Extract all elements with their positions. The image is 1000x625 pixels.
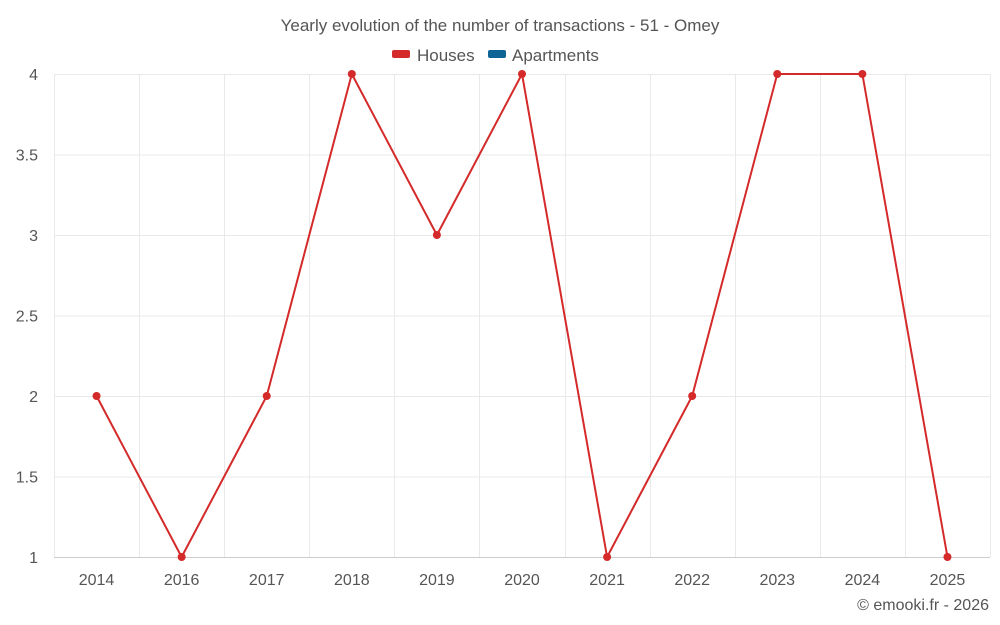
data-point-houses[interactable]	[603, 553, 612, 561]
x-tick-label: 2020	[504, 572, 540, 589]
y-tick-label: 4	[29, 67, 38, 84]
x-tick-label: 2019	[419, 572, 455, 589]
y-tick-label: 2	[29, 389, 38, 406]
credit-text: © emooki.fr - 2026	[857, 597, 989, 614]
x-axis-ticks: 2014 2016 2017 2018 2019 2020 2021 2022 2023 2024…	[79, 572, 966, 589]
x-tick-label: 2023	[759, 572, 795, 589]
grid	[54, 74, 991, 558]
legend: Houses Apartments	[392, 46, 599, 65]
legend-label-apartments[interactable]: Apartments	[512, 46, 599, 65]
x-tick-label: 2021	[589, 572, 625, 589]
x-tick-label: 2025	[930, 572, 966, 589]
legend-swatch-houses	[392, 50, 410, 58]
data-point-houses[interactable]	[432, 231, 441, 239]
series-houses	[92, 70, 952, 561]
y-tick-label: 1.5	[16, 470, 38, 487]
y-tick-label: 1	[29, 550, 38, 567]
data-point-houses[interactable]	[92, 392, 101, 400]
data-point-houses[interactable]	[773, 70, 782, 78]
data-point-houses[interactable]	[688, 392, 697, 400]
data-point-houses[interactable]	[858, 70, 867, 78]
y-tick-label: 3	[29, 228, 38, 245]
x-tick-label: 2018	[334, 572, 370, 589]
y-tick-label: 3.5	[16, 148, 38, 165]
x-tick-label: 2017	[249, 572, 285, 589]
x-tick-label: 2014	[79, 572, 115, 589]
x-tick-label: 2016	[164, 572, 200, 589]
x-tick-label: 2022	[674, 572, 710, 589]
legend-swatch-apartments	[488, 50, 506, 58]
y-axis-ticks: 1 1.5 2 2.5 3 3.5 4	[16, 67, 38, 567]
data-point-houses[interactable]	[943, 553, 952, 561]
data-point-houses[interactable]	[518, 70, 526, 78]
y-tick-label: 2.5	[16, 309, 38, 326]
x-tick-label: 2024	[845, 572, 881, 589]
legend-label-houses[interactable]: Houses	[417, 46, 475, 65]
data-point-houses[interactable]	[262, 392, 271, 400]
data-point-houses[interactable]	[177, 553, 186, 561]
data-point-houses[interactable]	[347, 70, 356, 78]
chart-title: Yearly evolution of the number of transa…	[281, 16, 720, 35]
